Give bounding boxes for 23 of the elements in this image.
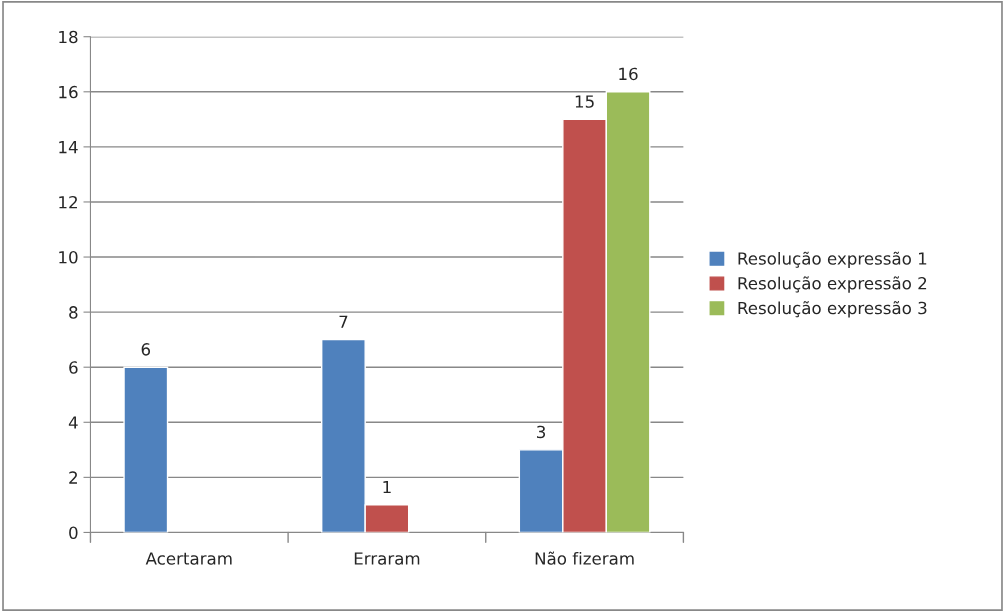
y-tick-label: 8 (69, 306, 78, 319)
legend-label: Resolução expressão 3 (738, 301, 927, 318)
legend-label: Resolução expressão 2 (738, 276, 927, 293)
data-label: 1 (383, 480, 391, 494)
x-tick-label: Não fizeram (535, 551, 634, 565)
y-tick-label: 4 (68, 416, 78, 429)
y-tick-label: 12 (59, 195, 77, 209)
y-tick-label: 10 (59, 251, 78, 264)
data-label: 15 (575, 95, 594, 108)
y-tick-label: 14 (59, 141, 78, 154)
data-label: 7 (339, 315, 348, 328)
y-tick-label: 16 (59, 85, 78, 99)
x-tick-label: Acertaram (145, 552, 232, 565)
y-tick-label: 18 (59, 30, 78, 44)
bar (123, 366, 169, 533)
y-tick-label: 2 (69, 471, 77, 484)
y-tick-label: 6 (69, 361, 78, 374)
data-label: 6 (141, 343, 151, 356)
legend-label: Resolução expressão 1 (738, 251, 927, 269)
y-tick-label: 0 (69, 526, 78, 540)
x-tick-label: Erraram (354, 552, 420, 565)
data-label: 16 (619, 67, 638, 81)
data-label: 3 (537, 425, 546, 439)
